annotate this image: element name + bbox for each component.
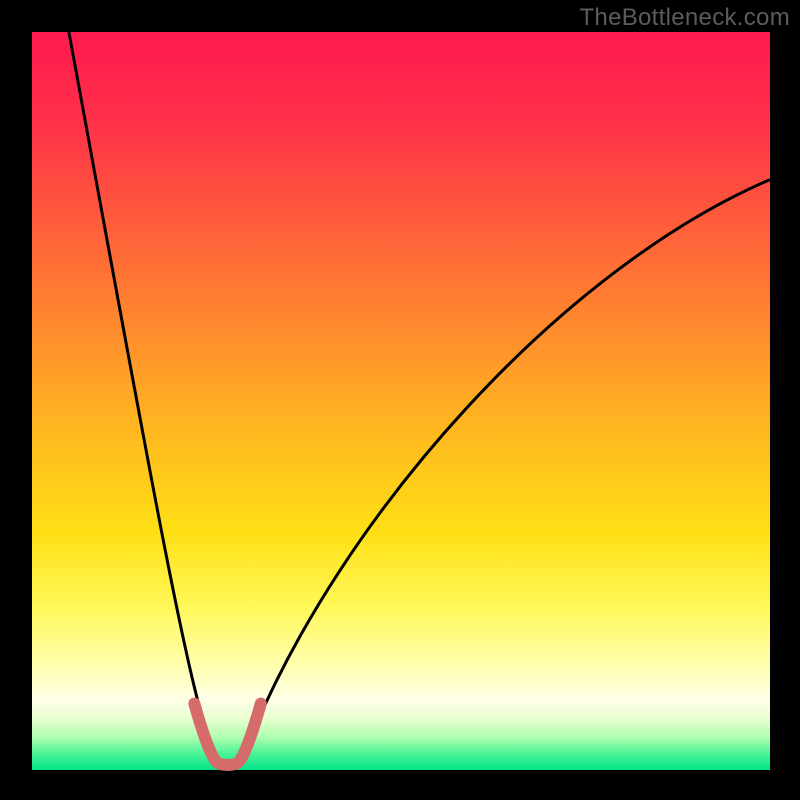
plot-background (32, 32, 770, 770)
bottleneck-chart (0, 0, 800, 800)
